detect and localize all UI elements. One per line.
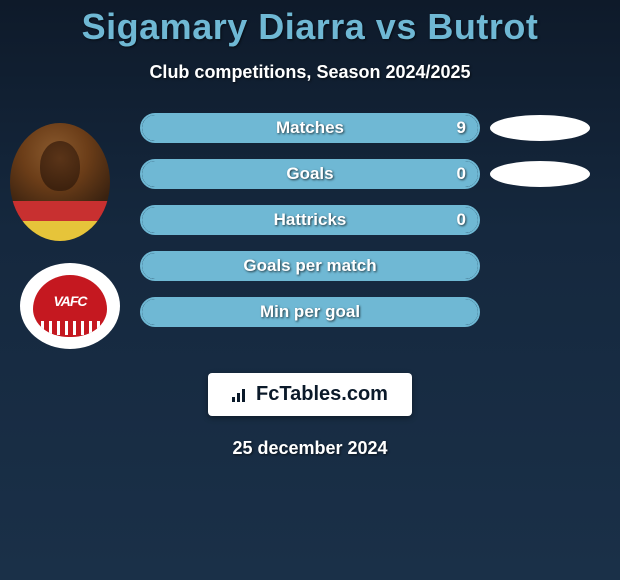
page-title: Sigamary Diarra vs Butrot [0,6,620,48]
brand-text: FcTables.com [256,383,388,406]
stat-bar: Matches 9 [140,113,480,143]
brand-footer: FcTables.com [0,373,620,416]
club-badge-stripes [33,321,107,335]
stat-bars: Matches 9 Goals 0 Hattricks 0 Goals per match M… [140,113,480,343]
stat-bar-label: Matches [276,118,344,138]
stat-bar-label: Hattricks [274,210,347,230]
date-text: 25 december 2024 [0,438,620,459]
stat-bar-label: Min per goal [260,302,360,322]
stat-bar-label: Goals [286,164,333,184]
subtitle: Club competitions, Season 2024/2025 [0,62,620,83]
stat-bar-value: 0 [457,164,466,184]
club-badge-inner: VAFC [33,275,107,337]
club-badge-text: VAFC [33,293,107,309]
right-lozenges [490,113,610,207]
stat-bar-value: 9 [457,118,466,138]
right-lozenge [490,161,590,187]
club-badge: VAFC [20,263,120,349]
player-avatar [10,123,110,241]
stat-bar: Goals per match [140,251,480,281]
stat-bar: Hattricks 0 [140,205,480,235]
stat-bar-value: 0 [457,210,466,230]
stat-bar: Min per goal [140,297,480,327]
bars-icon [232,388,250,402]
brand-pill: FcTables.com [208,373,412,416]
stat-bar: Goals 0 [140,159,480,189]
comparison-content: VAFC Matches 9 Goals 0 Hattricks 0 Goals per m… [0,113,620,363]
stat-bar-label: Goals per match [243,256,376,276]
right-lozenge [490,115,590,141]
